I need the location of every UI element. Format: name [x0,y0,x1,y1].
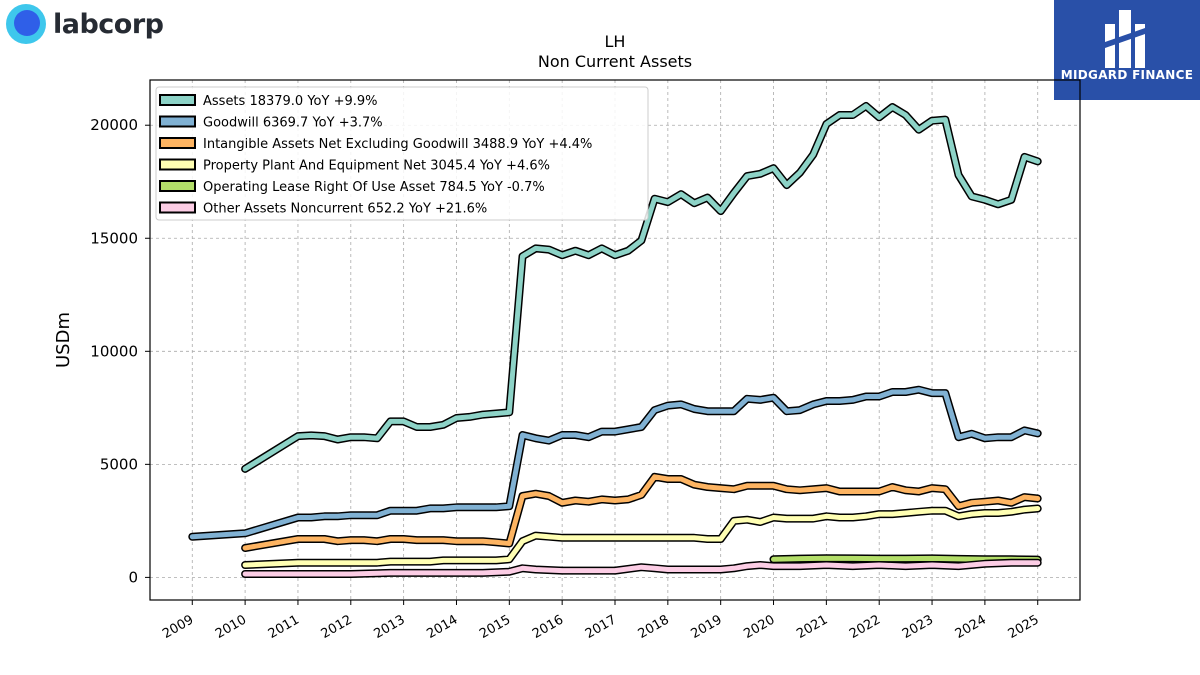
x-tick-label: 2023 [900,612,936,642]
series-0 [241,102,1042,473]
x-tick-label: 2017 [583,612,619,642]
series-lines [188,102,1042,578]
y-axis-ticks: 0 5000 10000 15000 20000 [90,116,150,586]
x-tick-label: 2024 [953,612,989,642]
x-tick-label: 2020 [741,612,777,642]
series-line [242,103,1041,472]
x-tick-label: 2016 [530,612,566,642]
series-line [242,506,1041,568]
chart-title: LH [605,32,626,51]
series-5 [241,558,1042,578]
badge-label: MIDGARD FINANCE [1060,68,1194,82]
x-axis-ticks: 2009 2010 2011 2012 2013 2014 2015 2016 2017 2018… [160,600,1042,642]
series-2 [241,472,1042,552]
labcorp-logo: labcorp [6,4,164,44]
x-tick-label: 2018 [636,612,672,642]
y-tick-label: 20000 [90,116,138,134]
series-1 [188,385,1042,541]
legend-swatch [159,158,196,171]
x-tick-label: 2010 [213,612,249,642]
legend-label: Operating Lease Right Of Use Asset 784.5… [203,180,545,195]
x-tick-label: 2013 [371,612,407,642]
legend: Assets 18379.0 YoY +9.9% Goodwill 6369.7 … [155,86,649,221]
legend-swatch [159,115,196,128]
y-axis-label: USDm [53,312,74,368]
y-tick-label: 0 [128,568,138,586]
labcorp-logo-icon [6,4,46,44]
series-4 [769,554,1042,564]
x-tick-label: 2022 [847,612,883,642]
x-tick-label: 2009 [160,612,196,642]
midgard-logo-icon [1105,10,1145,68]
x-tick-label: 2019 [689,612,725,642]
y-tick-label: 10000 [90,342,138,360]
x-tick-label: 2012 [319,612,355,642]
x-tick-label: 2021 [794,612,830,642]
legend-label: Goodwill 6369.7 YoY +3.7% [203,116,383,131]
series-line [189,387,1041,540]
legend-swatch [159,94,196,106]
x-tick-label: 2015 [477,612,513,642]
series-line [242,474,1041,551]
series-line [771,555,1041,563]
legend-label: Property Plant And Equipment Net 3045.4 … [203,159,550,174]
x-tick-label: 2014 [424,612,460,642]
y-tick-label: 15000 [90,229,138,247]
legend-swatch [159,180,196,192]
midgard-finance-badge: MIDGARD FINANCE [1054,0,1200,100]
legend-label: Other Assets Noncurrent 652.2 YoY +21.6% [203,202,487,217]
y-tick-label: 5000 [100,455,138,473]
legend-swatch [159,201,196,214]
brand-name: labcorp [53,8,164,40]
series-3 [241,504,1042,569]
series-line [242,560,1041,577]
legend-label: Intangible Assets Net Excluding Goodwill… [203,137,592,152]
legend-box [155,86,649,221]
chart-subtitle: Non Current Assets [538,52,692,71]
legend-swatch [159,137,196,149]
x-tick-label: 2011 [266,612,302,642]
legend-label: Assets 18379.0 YoY +9.9% [203,94,378,109]
x-tick-label: 2025 [1006,612,1042,642]
